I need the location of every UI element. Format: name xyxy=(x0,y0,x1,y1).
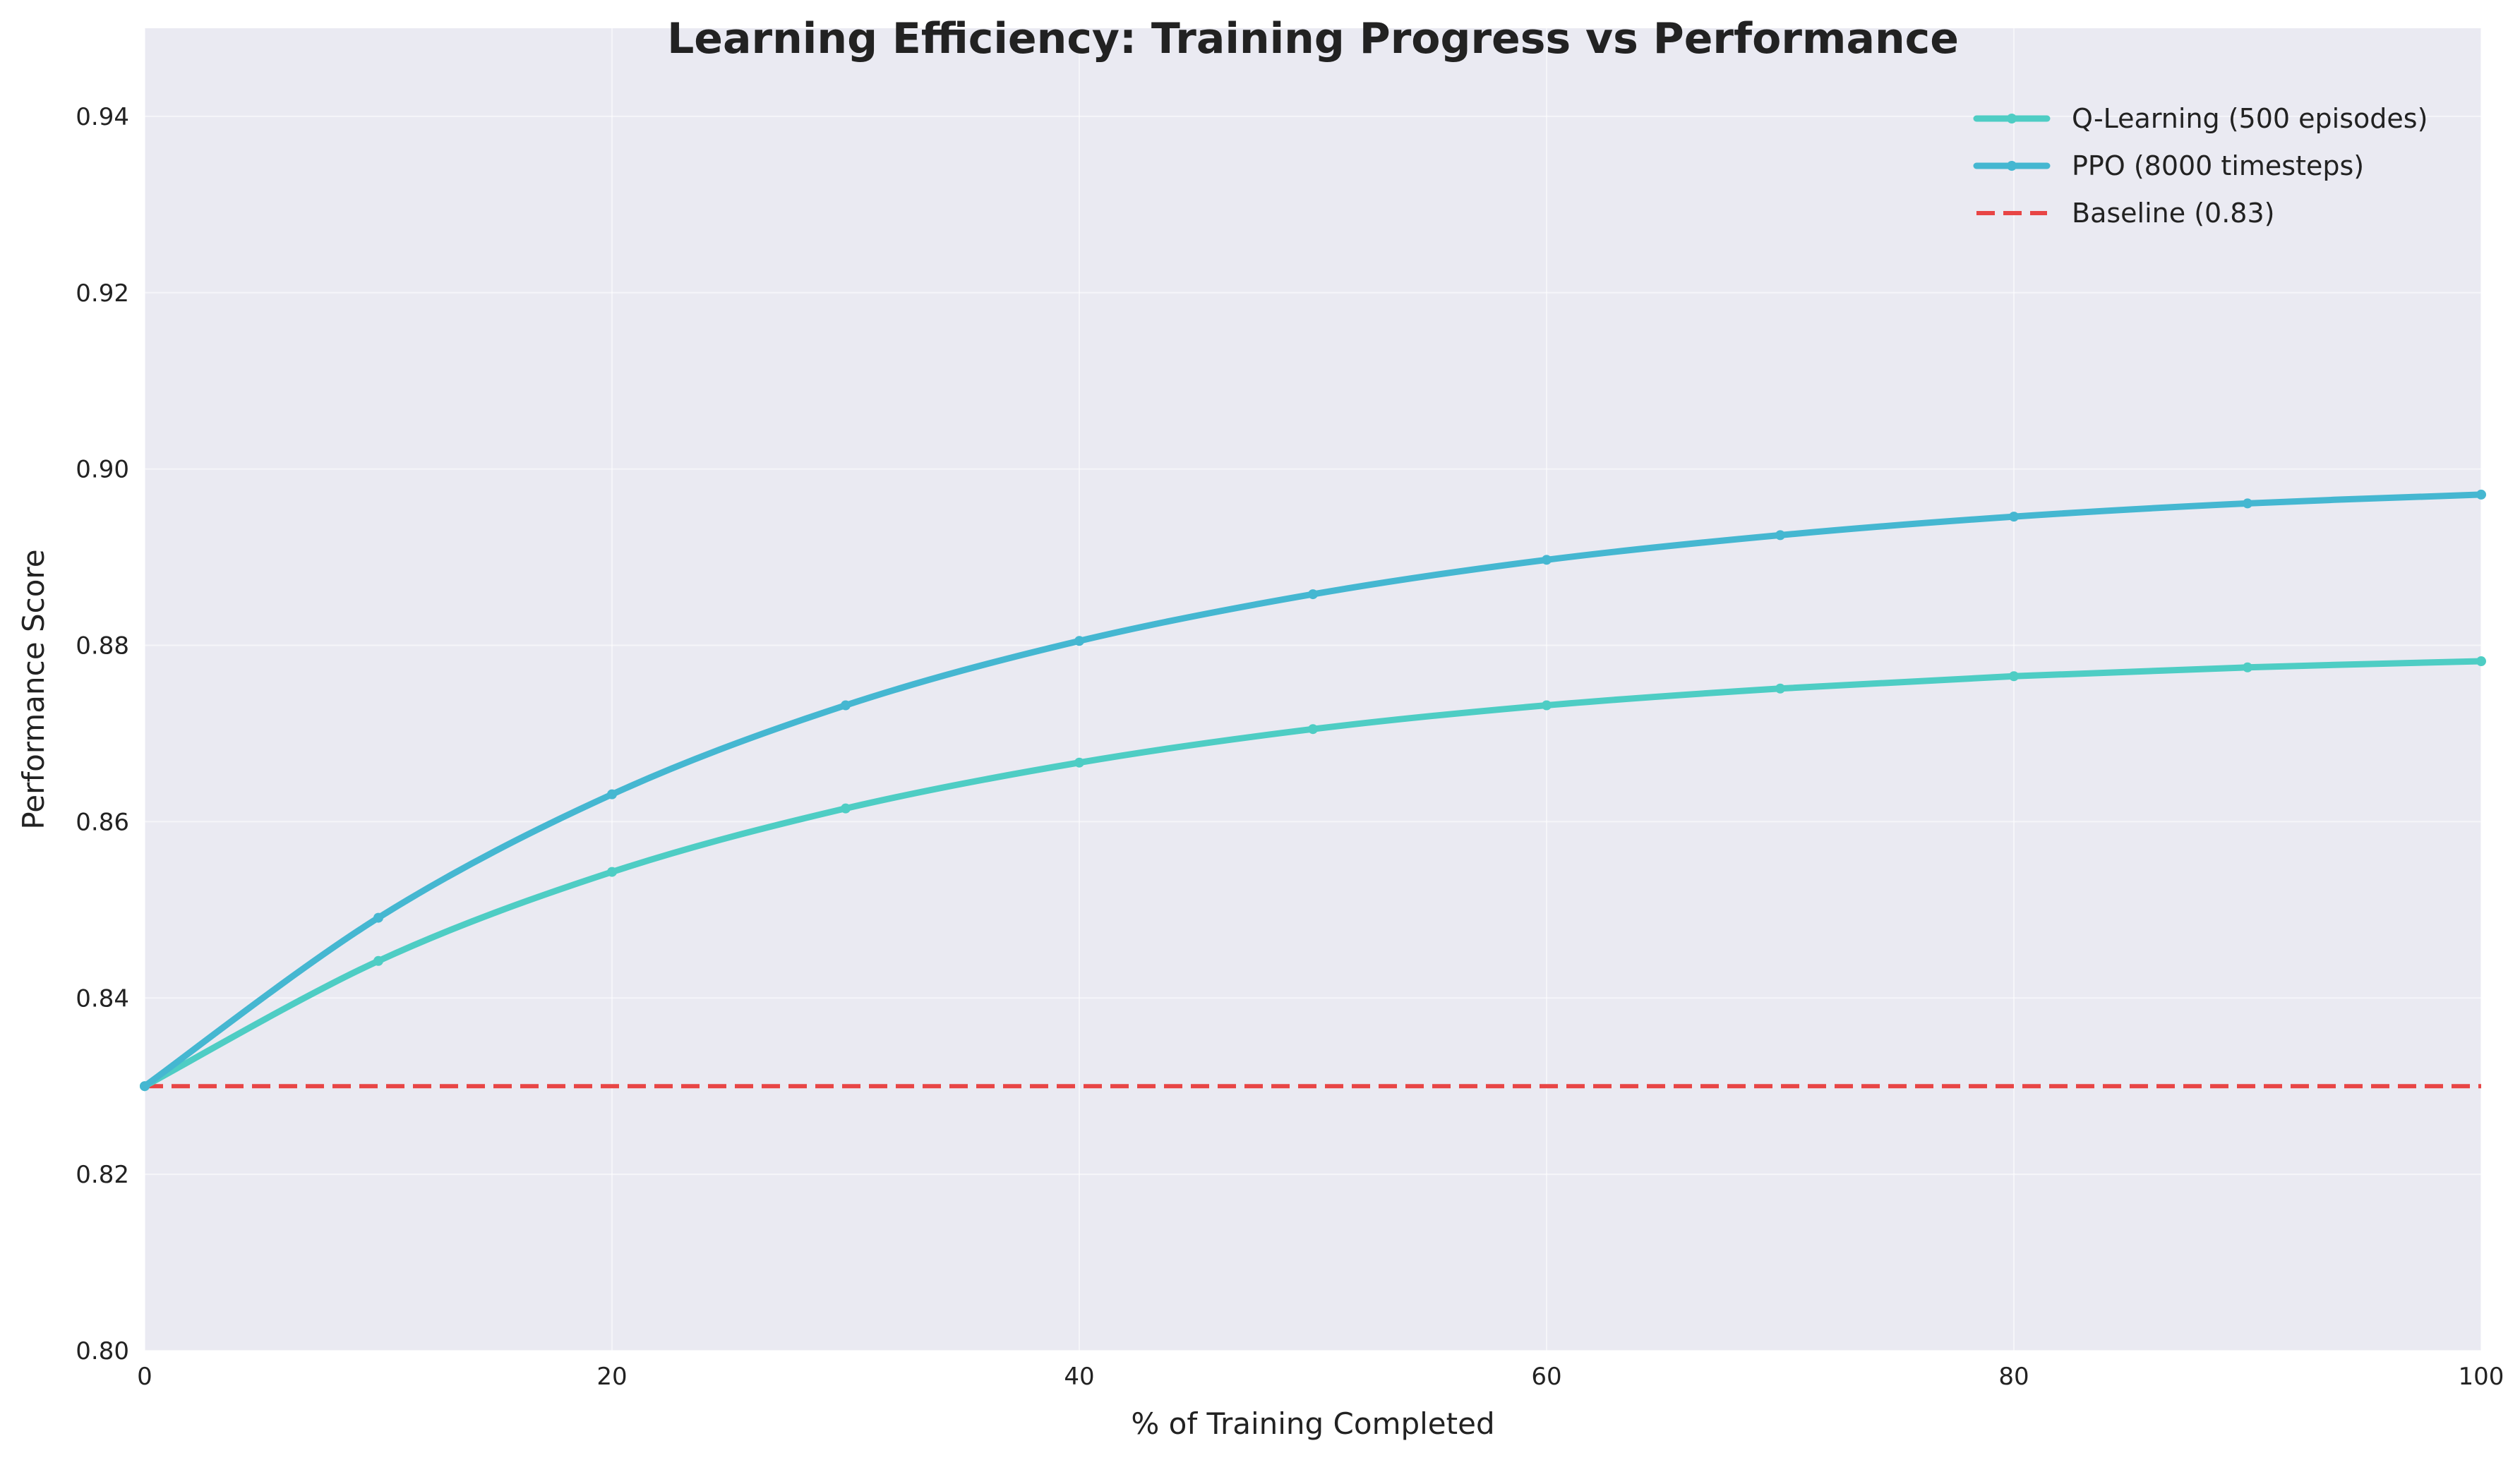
y-tick-label: 0.80 xyxy=(76,1337,129,1365)
series-q-learning-500-episodes xyxy=(140,656,2486,1092)
x-axis-label: % of Training Completed xyxy=(1131,1406,1494,1441)
x-tick-label: 100 xyxy=(2459,1363,2504,1391)
data-point xyxy=(2009,512,2019,522)
data-point xyxy=(2243,498,2252,509)
legend: Q-Learning (500 episodes) PPO (8000 times… xyxy=(1973,103,2428,229)
data-point xyxy=(1308,589,1318,600)
data-point xyxy=(1074,636,1084,646)
series-line xyxy=(141,491,2485,1090)
y-tick-label: 0.90 xyxy=(76,456,129,484)
data-point xyxy=(841,803,851,814)
x-tick-label: 60 xyxy=(1531,1363,1561,1391)
data-point xyxy=(1074,757,1084,768)
data-point xyxy=(607,789,617,800)
legend-label: Q-Learning (500 episodes) xyxy=(2072,103,2428,134)
data-point xyxy=(1308,724,1318,735)
y-tick-label: 0.84 xyxy=(76,984,129,1013)
data-point xyxy=(2243,662,2252,672)
legend-marker xyxy=(2007,114,2017,123)
y-tick-label: 0.92 xyxy=(76,279,129,308)
data-point xyxy=(373,955,383,966)
data-point xyxy=(2009,671,2019,682)
data-point xyxy=(1542,555,1552,565)
data-point xyxy=(607,867,617,877)
legend-item: PPO (8000 timesteps) xyxy=(1973,150,2364,181)
legend-label: PPO (8000 timesteps) xyxy=(2072,150,2364,181)
y-axis-ticks: 0.80 0.82 0.84 0.86 0.88 0.90 0.92 0.94 xyxy=(76,103,129,1365)
data-point xyxy=(1542,700,1552,711)
grid-lines xyxy=(144,28,2482,1351)
data-point xyxy=(1775,683,1785,694)
plot-background xyxy=(145,28,2481,1351)
data-point xyxy=(841,700,851,711)
data-point xyxy=(140,1081,150,1092)
x-tick-label: 0 xyxy=(137,1363,152,1391)
legend-item: Baseline (0.83) xyxy=(1976,198,2274,229)
legend-marker xyxy=(2007,161,2017,171)
data-point xyxy=(373,912,383,923)
x-tick-label: 40 xyxy=(1064,1363,1094,1391)
series-ppo-8000-timesteps xyxy=(140,489,2486,1092)
y-tick-label: 0.94 xyxy=(76,103,129,131)
y-tick-label: 0.88 xyxy=(76,632,129,660)
data-point xyxy=(1775,530,1785,541)
y-axis-label: Performance Score xyxy=(16,549,51,829)
series-layer xyxy=(140,489,2486,1092)
data-point xyxy=(2476,656,2486,667)
legend-label: Baseline (0.83) xyxy=(2072,198,2274,229)
chart-title: Learning Efficiency: Training Progress v… xyxy=(667,14,1959,64)
x-axis-ticks: 0 20 40 60 80 100 xyxy=(137,1363,2504,1391)
x-tick-label: 20 xyxy=(596,1363,627,1391)
y-tick-label: 0.86 xyxy=(76,808,129,836)
legend-item: Q-Learning (500 episodes) xyxy=(1973,103,2428,134)
y-tick-label: 0.82 xyxy=(76,1161,129,1189)
data-point xyxy=(2476,489,2486,500)
x-tick-label: 80 xyxy=(1998,1363,2029,1391)
